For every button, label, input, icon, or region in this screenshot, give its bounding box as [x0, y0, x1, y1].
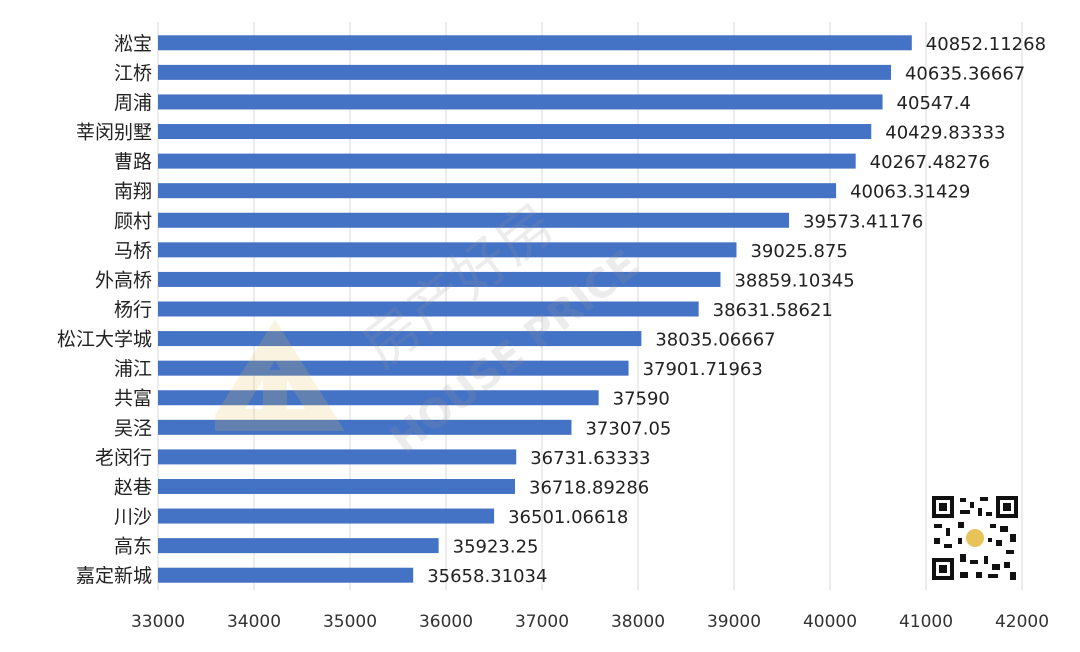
value-label: 37901.71963: [643, 359, 763, 380]
value-label: 40267.48276: [870, 152, 990, 173]
value-label: 35658.31034: [427, 566, 547, 587]
value-label: 39573.41176: [803, 211, 923, 232]
category-label: 嘉定新城: [76, 565, 152, 587]
bar: [158, 567, 414, 583]
x-tick-label: 33000: [131, 612, 185, 632]
bar: [158, 94, 883, 110]
value-label: 37590: [613, 389, 670, 410]
value-labels: 40852.11268 40635.36667 40547.4 40429.83333…: [427, 34, 1046, 587]
category-label: 莘闵别墅: [76, 122, 152, 144]
category-label: 共富: [114, 388, 152, 410]
x-tick-label: 39000: [707, 612, 761, 632]
x-tick-label: 40000: [803, 612, 857, 632]
bar: [158, 35, 912, 51]
category-label: 吴泾: [114, 417, 152, 439]
value-label: 40635.36667: [905, 63, 1025, 84]
category-label: 马桥: [114, 240, 152, 262]
bar: [158, 331, 642, 347]
category-label: 周浦: [114, 92, 152, 114]
value-label: 39025.875: [750, 241, 847, 262]
value-label: 36501.06618: [508, 507, 628, 528]
category-label: 高东: [114, 536, 152, 558]
bar: [158, 271, 721, 287]
category-label: 淞宝: [114, 33, 152, 55]
bar: [158, 242, 737, 258]
category-label: 外高桥: [95, 269, 152, 291]
bar: [158, 124, 872, 140]
value-label: 40547.4: [897, 93, 971, 114]
bar-series: [158, 35, 912, 583]
bar: [158, 478, 516, 494]
value-label: 36718.89286: [529, 477, 649, 498]
bar: [158, 419, 572, 435]
category-labels: 淞宝江桥周浦莘闵别墅曹路南翔顾村马桥外高桥杨行松江大学城浦江共富吴泾老闵行赵巷川…: [57, 33, 152, 587]
bar: [158, 153, 856, 169]
category-label: 浦江: [114, 358, 152, 380]
x-tick-label: 35000: [323, 612, 377, 632]
bar: [158, 183, 837, 199]
category-label: 曹路: [114, 151, 152, 173]
bar: [158, 449, 517, 465]
bar: [158, 508, 495, 524]
category-label: 川沙: [114, 506, 152, 528]
bar: [158, 64, 891, 80]
x-tick-label: 34000: [227, 612, 281, 632]
x-tick-label: 36000: [419, 612, 473, 632]
bar: [158, 212, 790, 228]
bar: [158, 538, 439, 554]
value-label: 37307.05: [585, 418, 671, 439]
value-label: 38035.06667: [655, 330, 775, 351]
value-label: 38859.10345: [734, 270, 854, 291]
bar: [158, 360, 629, 376]
x-tick-label: 42000: [995, 612, 1049, 632]
x-tick-label: 41000: [899, 612, 953, 632]
bar: [158, 301, 699, 317]
category-label: 杨行: [114, 299, 152, 321]
category-label: 老闵行: [95, 447, 152, 469]
x-tick-label: 38000: [611, 612, 665, 632]
category-label: 赵巷: [114, 476, 152, 498]
category-label: 松江大学城: [57, 329, 152, 351]
value-label: 40852.11268: [926, 34, 1046, 55]
value-label: 40063.31429: [850, 182, 970, 203]
category-label: 顾村: [114, 210, 152, 232]
x-tick-label: 37000: [515, 612, 569, 632]
value-label: 38631.58621: [713, 300, 833, 321]
bar: [158, 390, 599, 406]
value-label: 40429.83333: [885, 123, 1005, 144]
category-label: 江桥: [114, 62, 152, 84]
value-label: 36731.63333: [530, 448, 650, 469]
qr-code-icon: [930, 494, 1020, 582]
value-label: 35923.25: [453, 537, 539, 558]
x-tick-labels: 33000 34000 35000 36000 37000 38000 39000 40000…: [131, 612, 1049, 632]
category-label: 南翔: [114, 181, 152, 203]
